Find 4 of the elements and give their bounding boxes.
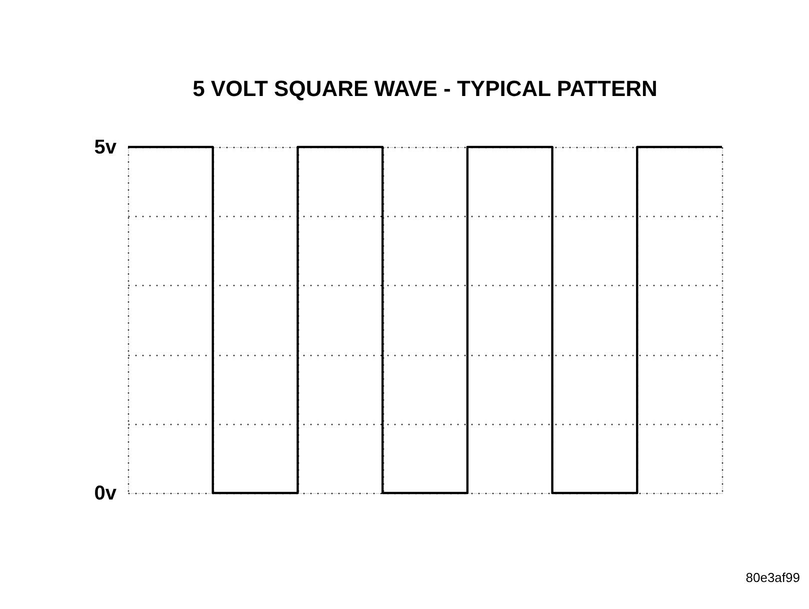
y-tick-label: 0v <box>94 482 118 504</box>
chart-title: 5 VOLT SQUARE WAVE - TYPICAL PATTERN <box>192 76 658 101</box>
y-tick-label: 5v <box>94 136 118 158</box>
text: 80e3af99 <box>746 570 800 585</box>
